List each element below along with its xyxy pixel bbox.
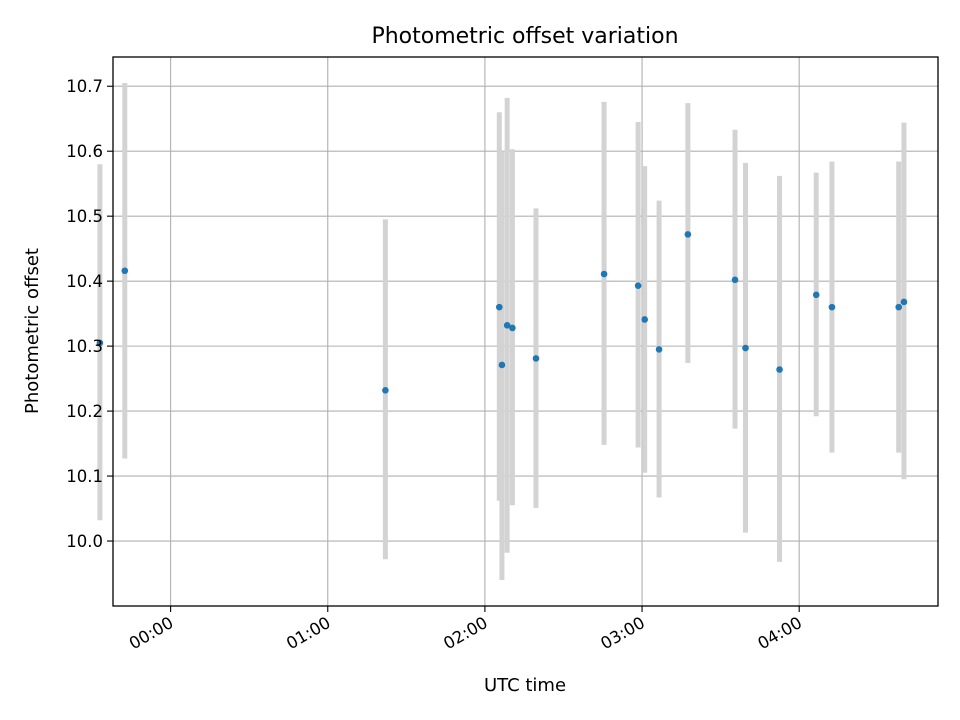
data-point xyxy=(96,339,104,347)
grid-lines xyxy=(113,57,938,606)
plot-area-frame xyxy=(112,56,939,607)
data-point xyxy=(121,267,129,275)
y-tick-label: 10.6 xyxy=(66,142,103,161)
data-point xyxy=(641,316,648,323)
data-point xyxy=(655,346,663,353)
data-point xyxy=(503,322,511,329)
data-point xyxy=(742,344,749,352)
chart-title: Photometric offset variation xyxy=(371,24,678,49)
data-point xyxy=(382,386,389,394)
x-axis-label: UTC time xyxy=(484,675,566,696)
data-points xyxy=(96,231,908,394)
data-point xyxy=(509,324,516,332)
y-tick-label: 10.7 xyxy=(66,77,103,96)
data-point xyxy=(600,270,608,278)
data-point xyxy=(684,231,692,238)
y-tick-label: 10.4 xyxy=(66,272,103,291)
y-tick-label: 10.3 xyxy=(66,337,103,356)
y-tick-label: 10.2 xyxy=(66,402,103,421)
data-point xyxy=(828,303,836,311)
data-point xyxy=(776,366,783,373)
y-axis-ticks: 10.0 10.1 10.2 10.3 10.4 10.5 10.6 10.7 xyxy=(66,77,113,551)
data-point xyxy=(895,303,903,311)
data-point xyxy=(532,355,540,362)
data-point xyxy=(634,282,642,289)
data-point xyxy=(496,303,503,311)
data-point xyxy=(498,361,506,369)
data-point xyxy=(812,291,820,299)
y-tick-label: 10.5 xyxy=(66,207,103,226)
data-point xyxy=(731,276,739,284)
y-tick-label: 10.0 xyxy=(66,532,103,551)
y-tick-label: 10.1 xyxy=(66,467,103,486)
y-axis-label: Photometric offset xyxy=(22,248,43,414)
data-point xyxy=(900,298,908,306)
